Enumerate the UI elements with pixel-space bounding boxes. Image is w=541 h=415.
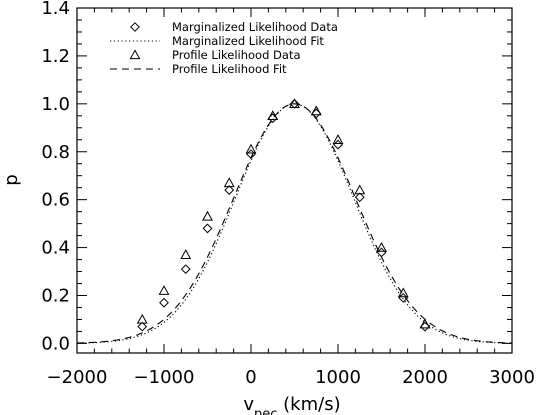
data-point-triangle — [397, 287, 409, 298]
data-point-triangle — [332, 134, 344, 144]
y-tick-label: 0.6 — [41, 190, 70, 211]
y-tick-label: 0.8 — [41, 142, 70, 163]
data-point-triangle — [136, 313, 148, 324]
data-point-triangle — [310, 105, 322, 116]
data-point-triangle — [180, 249, 192, 259]
x-tick-label: 1000 — [315, 367, 361, 388]
data-point-triangle — [289, 98, 300, 109]
tick-labels-layer: −2000 −1000 0 1000 2000 3000 0.0 0.2 0.4 0.6 0.8 1.… — [41, 0, 535, 388]
series-line-dashed — [76, 103, 513, 344]
data-point-triangle — [158, 285, 170, 295]
y-tick-label: 1.0 — [41, 94, 70, 115]
legend-label: Marginalized Likelihood Data — [172, 20, 338, 34]
legend-label: Marginalized Likelihood Fit — [172, 34, 324, 48]
x-tick-label: 2000 — [402, 367, 448, 388]
data-point-triangle — [419, 318, 431, 329]
legend-marker-diamond — [130, 22, 140, 32]
plot-frame — [76, 7, 513, 354]
y-axis-label: p — [1, 174, 22, 185]
legend-label: Profile Likelihood Fit — [172, 62, 287, 76]
data-point-diamond — [159, 297, 169, 308]
x-tick-label: −2000 — [47, 367, 108, 388]
data-point-diamond — [202, 223, 213, 234]
data-point-diamond — [137, 321, 148, 332]
data-point-diamond — [354, 192, 365, 203]
data-point-triangle — [354, 184, 366, 195]
data-point-triangle — [223, 177, 235, 188]
data-point-triangle — [202, 210, 213, 221]
x-tick-label: 0 — [245, 367, 256, 388]
y-tick-label: 0.4 — [41, 238, 70, 259]
ticks-layer — [76, 7, 513, 353]
legend-marker-triangle — [129, 49, 141, 60]
y-tick-label: 1.4 — [41, 0, 70, 19]
x-tick-label: 3000 — [489, 367, 535, 388]
series-line-dotted — [76, 103, 513, 344]
y-tick-label: 0.0 — [41, 333, 70, 354]
data-point-diamond — [289, 98, 300, 109]
data-point-diamond — [224, 185, 235, 195]
data-point-diamond — [180, 264, 191, 275]
data-point-triangle — [376, 241, 387, 252]
legend-label: Profile Likelihood Data — [172, 48, 301, 62]
plot-area — [76, 7, 513, 354]
y-tick-label: 1.2 — [41, 46, 70, 67]
y-tick-label: 0.2 — [41, 286, 70, 307]
x-tick-label: −1000 — [134, 367, 195, 388]
data-point-triangle — [245, 143, 257, 154]
legend: Marginalized Likelihood DataMarginalized… — [110, 20, 338, 76]
series-layer — [76, 98, 513, 344]
x-axis-label: vpec (km/s) — [243, 394, 340, 415]
